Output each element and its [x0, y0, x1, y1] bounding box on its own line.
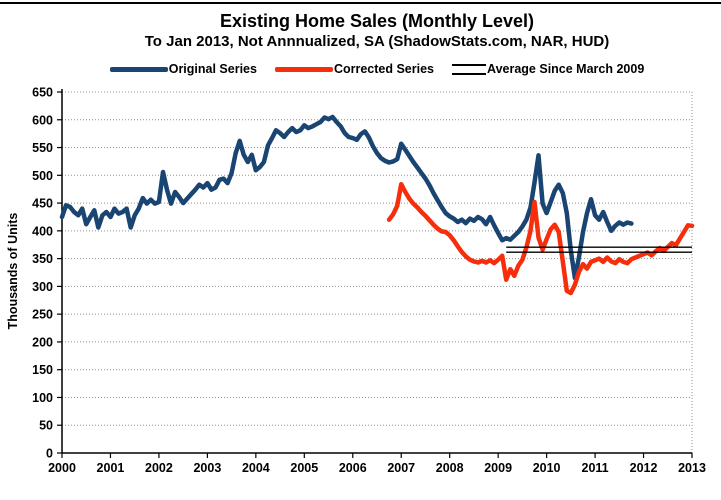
x-tick-label: 2009	[484, 461, 512, 475]
y-tick-label: 250	[32, 308, 53, 322]
x-tick-label: 2013	[678, 461, 706, 475]
corrected-series-swatch-icon	[274, 66, 333, 72]
legend-item-average: Average Since March 2009	[452, 62, 644, 76]
y-tick-label: 350	[32, 252, 53, 266]
legend: Original Series Corrected Series Average…	[0, 60, 721, 78]
y-tick-label: 200	[32, 335, 53, 349]
legend-label-corrected-series: Corrected Series	[333, 62, 435, 76]
y-tick-label: 300	[32, 280, 53, 294]
x-tick-label: 2001	[97, 461, 125, 475]
y-tick-label: 550	[32, 141, 53, 155]
x-tick-label: 2000	[48, 461, 76, 475]
x-tick-label: 2008	[436, 461, 464, 475]
y-tick-label: 400	[32, 224, 53, 238]
y-tick-label: 450	[32, 197, 53, 211]
x-tick-label: 2012	[630, 461, 658, 475]
y-tick-label: 50	[39, 419, 53, 433]
x-tick-label: 2003	[193, 461, 221, 475]
x-tick-label: 2002	[145, 461, 173, 475]
y-tick-label: 500	[32, 169, 53, 183]
corrected-series-line	[386, 181, 695, 296]
y-tick-label: 100	[32, 391, 53, 405]
x-tick-label: 2004	[242, 461, 270, 475]
top-border-line	[0, 2, 721, 4]
x-tick-label: 2010	[533, 461, 561, 475]
x-tick-label: 2005	[290, 461, 318, 475]
chart-subtitle: To Jan 2013, Not Annnualized, SA (Shadow…	[144, 33, 610, 50]
x-tick-label: 2007	[387, 461, 415, 475]
y-tick-label: 600	[32, 113, 53, 127]
legend-item-corrected-series: Corrected Series	[274, 62, 435, 76]
legend-label-original-series: Original Series	[168, 62, 257, 76]
y-tick-label: 650	[32, 86, 53, 100]
legend-label-average: Average Since March 2009	[487, 62, 645, 76]
average-line-swatch-icon	[452, 63, 487, 75]
original-series-line	[59, 114, 634, 281]
y-tick-label: 0	[46, 447, 53, 461]
chart-title: Existing Home Sales (Monthly Level)	[219, 11, 535, 31]
x-tick-label: 2011	[582, 461, 609, 475]
legend-item-original-series: Original Series	[109, 62, 257, 76]
x-tick-label: 2006	[339, 461, 367, 475]
original-series-swatch-icon	[109, 66, 168, 72]
y-tick-label: 150	[32, 363, 53, 377]
